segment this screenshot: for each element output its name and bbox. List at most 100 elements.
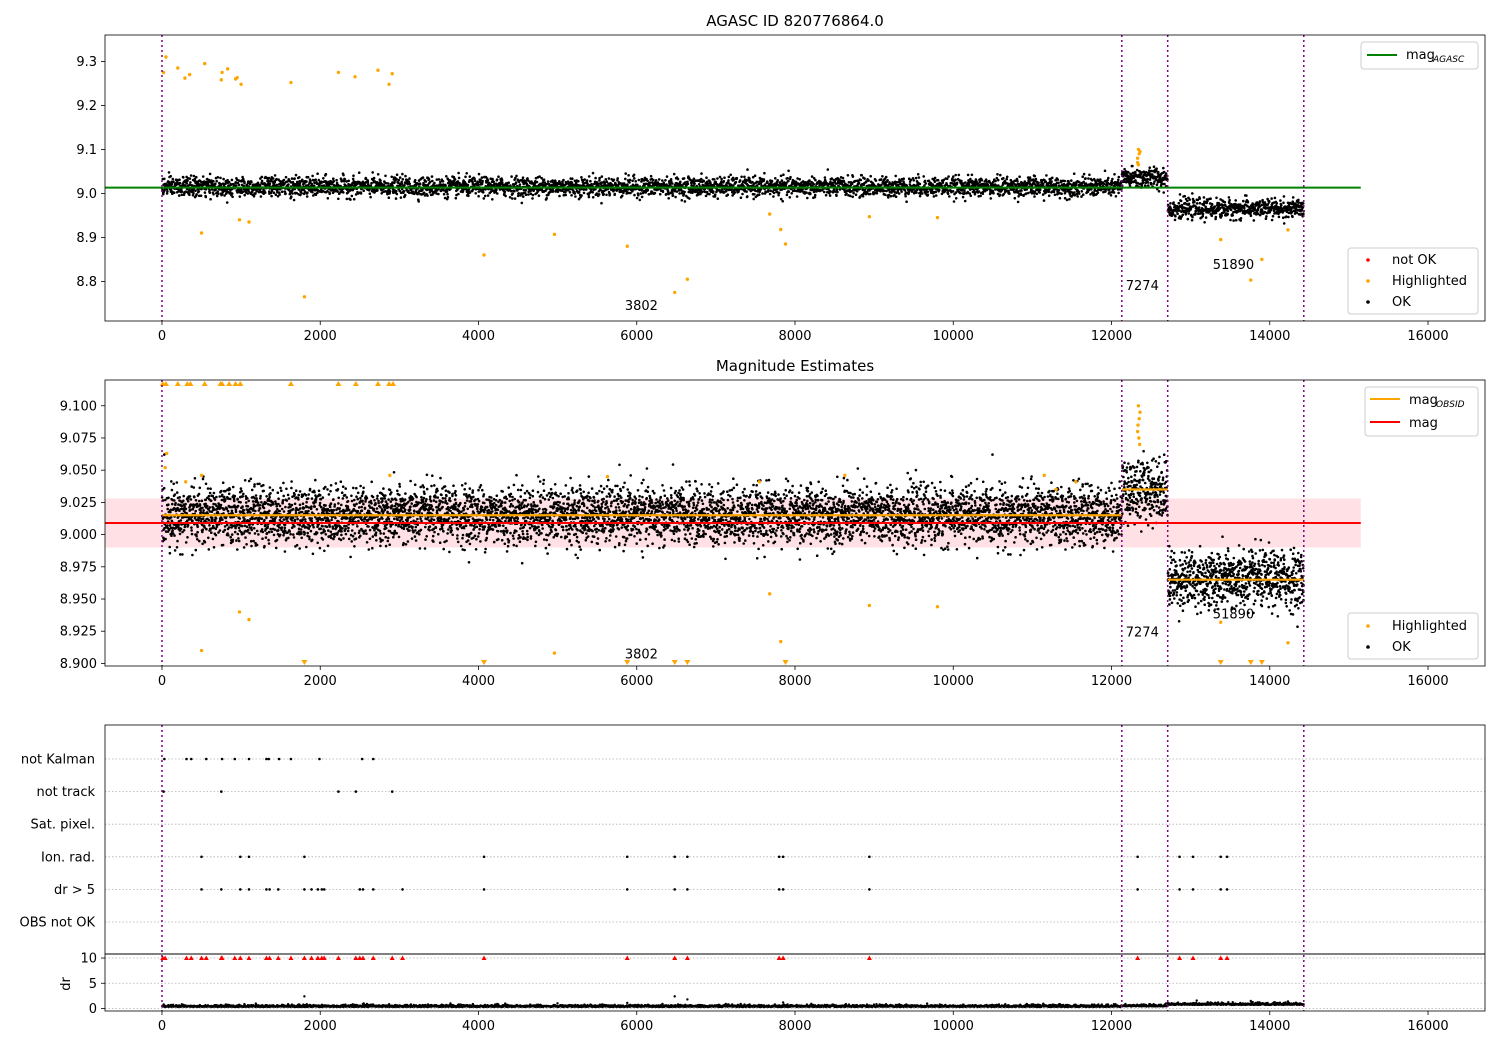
panel-2-legend-top: mag OBSID mag xyxy=(1364,386,1479,437)
x-tick-label-3: 6000 xyxy=(620,329,653,344)
dr-clipped-marker-28 xyxy=(624,955,630,961)
dr-clipped-marker-13 xyxy=(275,955,281,961)
panel-2-plot-area xyxy=(104,379,1486,667)
clipped-high-marker-8 xyxy=(226,381,233,386)
x-tick-label-5: 10000 xyxy=(933,1019,974,1034)
clipped-high-marker-10 xyxy=(237,381,244,386)
x-tick-label-0: 0 xyxy=(158,329,166,344)
x-tick-label-2: 4000 xyxy=(462,329,495,344)
flag-point-0-1 xyxy=(185,757,188,761)
magnitude-estimates-panel: Magnitude Estimates 0 2000 4000 6000 8000 100… xyxy=(60,357,1486,689)
highlighted-point-18 xyxy=(199,231,204,235)
flag-point-4-2 xyxy=(239,888,242,891)
clipped-high-marker-1 xyxy=(162,381,169,386)
x-tick-label-6: 12000 xyxy=(1091,329,1132,344)
highlighted-point-20 xyxy=(247,220,251,224)
dr-extra-point-0 xyxy=(303,995,306,998)
highlighted-point-8 xyxy=(1219,620,1223,624)
x-tick-label-1: 2000 xyxy=(304,329,337,344)
dr-extra-point-4 xyxy=(1249,999,1252,1003)
flag-point-4-16 xyxy=(482,888,486,891)
x-tick-label-7: 14000 xyxy=(1249,329,1290,344)
flag-point-3-8 xyxy=(777,855,781,859)
highlighted-point-25 xyxy=(673,290,677,295)
legend-highlighted-marker xyxy=(1366,624,1370,628)
dr-clipped-marker-32 xyxy=(780,955,786,961)
flag-point-4-18 xyxy=(673,888,677,891)
x-tick-label-8: 16000 xyxy=(1407,329,1448,344)
highlighted-point-11 xyxy=(1136,404,1141,408)
panel-1-x-ticks: 0 2000 4000 6000 8000 10000 12000 14000 16000 xyxy=(158,321,1449,344)
flag-point-3-15 xyxy=(1225,855,1229,859)
flag-label-3: Ion. rad. xyxy=(41,850,95,865)
highlighted-point-26 xyxy=(1074,480,1078,484)
flag-point-3-11 xyxy=(1136,855,1139,859)
flag-point-1-3 xyxy=(354,790,358,793)
flag-point-0-3 xyxy=(204,757,208,761)
panel-1-legend-bottom: not OK Highlighted OK xyxy=(1347,247,1479,315)
flag-label-4: dr > 5 xyxy=(54,883,95,898)
panel-2-obsid-labels: 3802 7274 51890 xyxy=(625,607,1254,662)
clipped-high-marker-11 xyxy=(287,381,294,386)
highlighted-point-3 xyxy=(552,651,557,655)
highlighted-point-17 xyxy=(390,72,394,76)
clipped-high-marker-12 xyxy=(335,381,342,386)
highlighted-point-15 xyxy=(1137,436,1141,440)
obsid-label-1: 7274 xyxy=(1126,625,1159,640)
x-tick-label-1: 2000 xyxy=(304,1019,337,1034)
clipped-high-marker-9 xyxy=(232,381,239,386)
flag-point-0-13 xyxy=(371,757,375,761)
highlighted-point-26 xyxy=(685,277,690,281)
highlighted-point-8 xyxy=(225,67,230,71)
dr-clipped-marker-33 xyxy=(866,955,872,961)
flag-point-4-13 xyxy=(361,888,365,891)
flag-point-0-2 xyxy=(189,757,193,761)
y-tick-label-3: 8.975 xyxy=(60,560,97,575)
dr-tick-label-0: 0 xyxy=(89,1002,97,1017)
highlighted-point-32 xyxy=(1219,237,1223,242)
highlighted-point-20 xyxy=(184,480,188,484)
x-tick-label-7: 14000 xyxy=(1249,674,1290,689)
highlighted-point-19 xyxy=(199,473,204,478)
flag-point-3-9 xyxy=(781,855,785,859)
panel-3-x-ticks: 0 2000 4000 6000 8000 10000 12000 14000 16000 xyxy=(158,1011,1449,1034)
legend-mag-obsid-label: mag xyxy=(1409,393,1438,408)
dr-clipped-marker-29 xyxy=(672,955,678,961)
clipped-high-marker-16 xyxy=(390,381,397,386)
flag-point-4-23 xyxy=(1136,888,1139,891)
legend-agasc-label: mag xyxy=(1406,48,1435,63)
dr-extra-point-6 xyxy=(362,1002,365,1005)
y-tick-label-8: 9.100 xyxy=(60,399,97,414)
dr-clipped-marker-17 xyxy=(315,955,321,961)
flag-point-0-9 xyxy=(277,757,281,761)
highlighted-point-10 xyxy=(235,75,239,80)
dr-extra-point-3 xyxy=(781,1001,785,1004)
highlighted-point-23 xyxy=(552,232,557,237)
clipped-low-marker-4 xyxy=(684,660,691,665)
flag-point-3-14 xyxy=(1219,855,1223,859)
flag-label-0: not Kalman xyxy=(21,753,95,768)
flag-point-3-2 xyxy=(247,855,251,859)
flag-point-4-1 xyxy=(220,888,223,891)
y-tick-label-0: 8.900 xyxy=(60,657,97,672)
clipped-high-marker-7 xyxy=(219,381,226,386)
obsid-label-0: 3802 xyxy=(625,299,658,314)
dr-clipped-marker-9 xyxy=(237,955,243,961)
x-tick-label-0: 0 xyxy=(158,674,166,689)
legend-ok-marker xyxy=(1366,645,1370,649)
dr-clipped-marker-38 xyxy=(1224,955,1230,961)
dr-clipped-marker-30 xyxy=(684,955,690,961)
highlighted-point-13 xyxy=(1138,410,1142,414)
highlighted-point-0 xyxy=(199,648,204,653)
dr-clipped-marker-5 xyxy=(203,955,209,961)
flag-label-2: Sat. pixel. xyxy=(31,818,95,833)
flag-point-1-0 xyxy=(162,790,165,793)
flag-point-0-11 xyxy=(318,757,321,761)
flag-point-1-1 xyxy=(220,790,223,793)
flag-point-4-3 xyxy=(247,888,251,891)
flag-point-4-0 xyxy=(200,888,203,891)
dr-clipped-marker-34 xyxy=(1135,955,1141,961)
flag-point-4-26 xyxy=(1219,888,1223,891)
clipped-low-marker-7 xyxy=(1247,660,1254,665)
